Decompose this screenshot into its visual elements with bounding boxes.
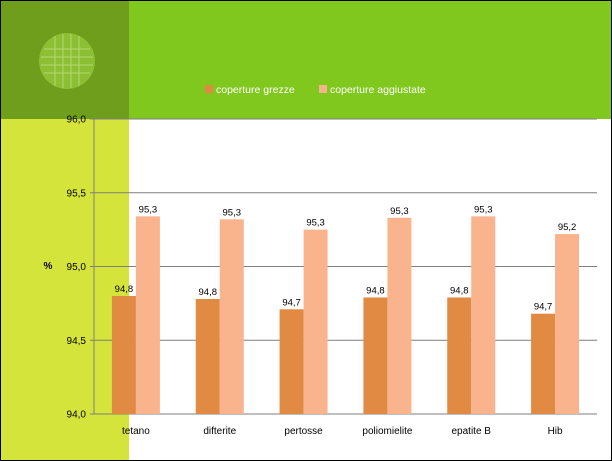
y-tick-label: 95,5 [67, 188, 87, 199]
bar-coperture-grezze [531, 313, 556, 414]
data-label: 95,3 [306, 218, 325, 229]
data-label: 95,3 [474, 204, 493, 215]
side-band-lime [1, 119, 129, 460]
x-tick-labels: tetano difterite pertosse poliomielite epati… [122, 426, 563, 437]
bar-coperture-grezze [279, 309, 304, 414]
decorative-circle-icon [39, 33, 95, 89]
data-label: 95,3 [390, 206, 409, 217]
legend: coperture grezze coperture aggiustate [205, 84, 426, 96]
bar-coperture-grezze [363, 297, 388, 414]
y-tick-label: 96,0 [67, 115, 87, 126]
x-tick-label: difterite [203, 426, 236, 437]
x-tick-label: Hib [548, 426, 563, 437]
data-label: 95,3 [223, 207, 242, 218]
legend-label: coperture aggiustate [330, 84, 426, 96]
data-label: 94,8 [199, 287, 218, 298]
bar-coperture-grezze [111, 296, 136, 414]
data-label: 94,7 [282, 297, 301, 308]
bar-coperture-aggiustate [471, 216, 496, 414]
data-label: 95,3 [139, 204, 158, 215]
gridlines [94, 118, 597, 415]
y-tick-labels: 94,0 94,5 95,0 95,5 96,0 [67, 115, 87, 421]
bars [111, 216, 580, 414]
y-tick-label: 94,5 [67, 336, 87, 347]
data-labels: 94,8 95,3 94,8 95,3 94,7 95,3 94,8 95,3 94,8 95,3… [115, 204, 577, 312]
y-axis-label: % [44, 261, 53, 272]
y-tick-label: 94,0 [67, 410, 87, 421]
data-label: 94,7 [534, 302, 553, 313]
bar-coperture-grezze [447, 297, 472, 414]
bar-coperture-aggiustate [135, 216, 160, 414]
x-tick-label: tetano [122, 426, 150, 437]
x-tick-label: poliomielite [362, 426, 412, 437]
bar-coperture-aggiustate [303, 229, 328, 414]
bar-coperture-aggiustate [219, 219, 244, 414]
bar-coperture-grezze [195, 298, 220, 414]
axes [90, 118, 597, 415]
legend-swatch [205, 85, 213, 93]
data-label: 94,8 [366, 285, 385, 296]
y-tick-label: 95,0 [67, 262, 87, 273]
data-label: 95,2 [558, 222, 577, 233]
legend-swatch [319, 85, 327, 93]
data-label: 94,8 [115, 284, 134, 295]
x-tick-label: pertosse [284, 426, 323, 437]
header-band-green [129, 1, 611, 119]
bar-coperture-aggiustate [555, 234, 580, 414]
x-tick-label: epatite B [452, 426, 492, 437]
bar-coperture-aggiustate [387, 217, 412, 414]
legend-label: coperture grezze [216, 84, 295, 96]
data-label: 94,8 [450, 285, 469, 296]
